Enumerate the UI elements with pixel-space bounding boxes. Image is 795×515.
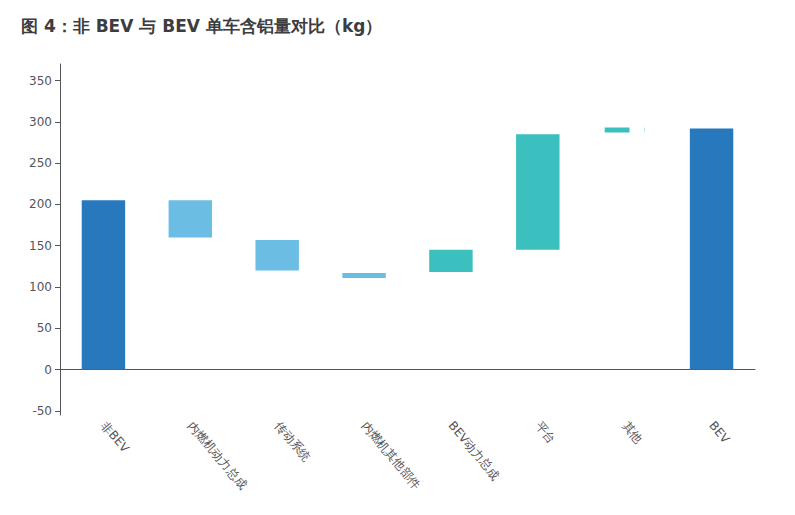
svg-text:内燃机动力总成: 内燃机动力总成 [185, 418, 250, 491]
svg-text:图 4：非 BEV 与 BEV 单车含铝量对比（kg）: 图 4：非 BEV 与 BEV 单车含铝量对比（kg） [21, 16, 382, 36]
svg-text:平台: 平台 [532, 418, 558, 445]
svg-text:非BEV: 非BEV [98, 418, 132, 455]
svg-text:350: 350 [29, 74, 52, 88]
svg-text:250: 250 [29, 156, 52, 170]
svg-text:BEV: BEV [706, 418, 733, 446]
svg-text:内燃机其他部件: 内燃机其他部件 [359, 418, 424, 491]
svg-text:传动系统: 传动系统 [272, 418, 314, 464]
svg-text:BEV动力总成: BEV动力总成 [446, 418, 503, 482]
svg-text:200: 200 [29, 197, 52, 211]
svg-text:100: 100 [29, 280, 52, 294]
svg-text:其他: 其他 [619, 418, 645, 445]
svg-text:300: 300 [29, 115, 52, 129]
svg-text:50: 50 [37, 321, 52, 335]
svg-text:0: 0 [44, 363, 52, 377]
svg-text:-50: -50 [32, 404, 52, 418]
svg-text:150: 150 [29, 239, 52, 253]
